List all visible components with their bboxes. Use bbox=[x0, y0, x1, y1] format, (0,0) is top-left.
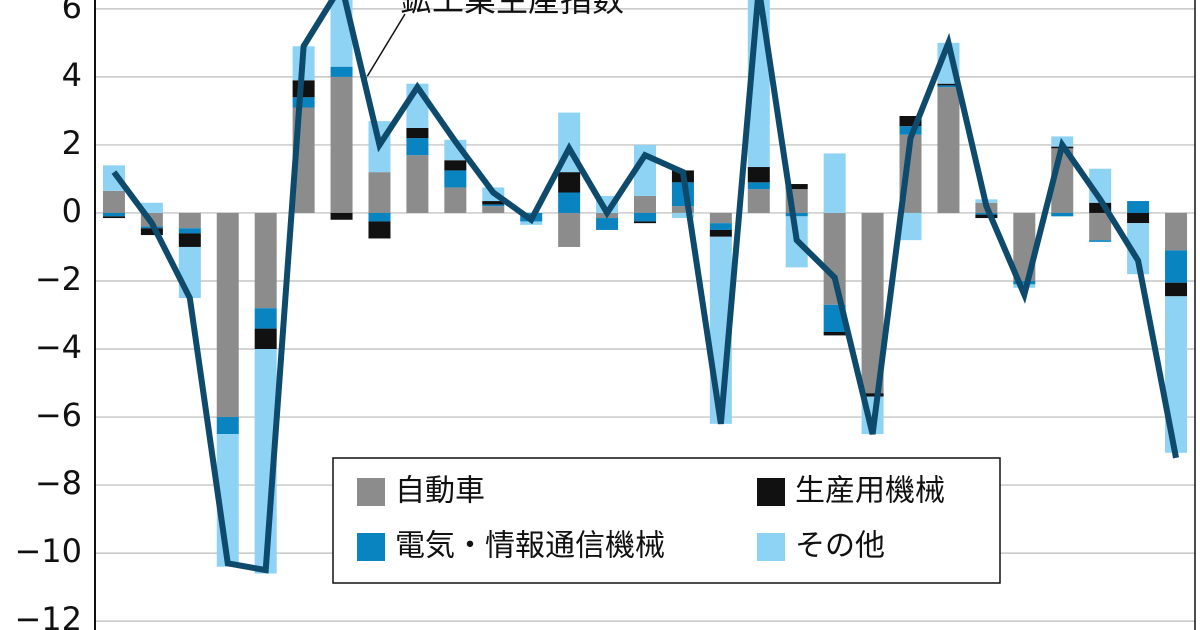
legend-swatch bbox=[357, 533, 385, 561]
bar-segment bbox=[406, 155, 429, 213]
bar-segment bbox=[558, 192, 581, 213]
y-tick-label: 6 bbox=[62, 0, 82, 26]
bar-segment bbox=[102, 212, 125, 217]
bar-segment bbox=[937, 85, 960, 88]
bar-segment bbox=[747, 167, 770, 183]
y-tick-label: −6 bbox=[35, 396, 82, 434]
bar-segment bbox=[140, 228, 163, 236]
bar-segment bbox=[444, 170, 467, 188]
legend-label: 電気・情報通信機械 bbox=[395, 529, 665, 564]
bar-segment bbox=[671, 206, 694, 213]
bar-segment bbox=[899, 115, 922, 127]
bar-segment bbox=[1127, 201, 1150, 213]
bar-segment bbox=[861, 212, 884, 394]
bar-segment bbox=[861, 393, 884, 397]
bar-segment bbox=[178, 228, 201, 234]
annotation-leader bbox=[364, 13, 406, 81]
bar-segment bbox=[330, 76, 353, 213]
bar-segment bbox=[558, 172, 581, 193]
legend-swatch bbox=[757, 533, 785, 561]
legend-label: 生産用機械 bbox=[795, 474, 945, 509]
bar-segment bbox=[254, 328, 277, 350]
bar-segment bbox=[102, 190, 125, 213]
bar-segment bbox=[482, 206, 505, 213]
legend-label: その他 bbox=[795, 529, 885, 564]
bar-segment bbox=[634, 212, 656, 222]
bar-segment bbox=[254, 212, 277, 309]
bar-segment bbox=[634, 195, 656, 213]
bar-segment bbox=[482, 201, 505, 205]
bar-segment bbox=[178, 246, 201, 298]
line-series bbox=[111, 0, 1179, 574]
legend-swatch bbox=[757, 478, 785, 506]
bar-segment bbox=[747, 189, 770, 213]
bar-segment bbox=[785, 184, 808, 190]
bar-segment bbox=[406, 127, 429, 139]
bar-segment bbox=[709, 223, 732, 230]
bar-segment bbox=[444, 160, 467, 171]
bar-segment bbox=[709, 212, 732, 224]
bar-segment bbox=[1165, 282, 1188, 297]
bar-segment bbox=[368, 172, 391, 213]
bar-segment bbox=[709, 229, 732, 237]
bar-segment bbox=[368, 221, 391, 239]
y-tick-label: 0 bbox=[62, 192, 82, 230]
bar-segment bbox=[368, 212, 391, 222]
bar-segment bbox=[1127, 212, 1150, 224]
bar-segment bbox=[1051, 212, 1074, 217]
bar-segment bbox=[671, 212, 694, 219]
bar-segment bbox=[1089, 212, 1112, 241]
bar-segment bbox=[596, 218, 619, 230]
bar-segment bbox=[406, 138, 429, 156]
bar-segment bbox=[823, 212, 846, 305]
bar-segment bbox=[216, 212, 239, 418]
bar-segment bbox=[823, 332, 846, 336]
bar-segment bbox=[785, 212, 808, 217]
bar-segment bbox=[1165, 250, 1188, 283]
legend-box bbox=[332, 457, 1001, 584]
bar-segment bbox=[1165, 212, 1188, 251]
bar-segment bbox=[634, 221, 656, 224]
bar-segment bbox=[178, 212, 201, 229]
bar-segment bbox=[444, 187, 467, 213]
bar-segment bbox=[140, 202, 163, 213]
bar-segment bbox=[937, 83, 960, 86]
bar-segment bbox=[975, 212, 998, 215]
y-tick-label: −12 bbox=[14, 600, 82, 630]
bar-segment bbox=[1127, 223, 1150, 275]
bar-segment bbox=[482, 204, 505, 207]
legend-swatch bbox=[357, 478, 385, 506]
bar-segment bbox=[102, 216, 125, 219]
y-tick-label: −10 bbox=[14, 532, 82, 570]
bar-segment bbox=[330, 66, 353, 77]
bar-segment bbox=[975, 214, 998, 219]
bar-segment bbox=[899, 212, 922, 241]
bar-segment bbox=[292, 97, 315, 108]
bar-segment bbox=[1089, 240, 1112, 242]
line-annotation: 鉱工業生産指数 bbox=[400, 0, 624, 19]
bar-segment bbox=[823, 153, 846, 213]
y-tick-label: −4 bbox=[35, 328, 82, 366]
bar-segment bbox=[747, 182, 770, 190]
y-tick-label: 4 bbox=[62, 56, 82, 94]
y-tick-label: 2 bbox=[62, 124, 82, 162]
legend-label: 自動車 bbox=[395, 474, 485, 509]
bar-segment bbox=[937, 87, 960, 213]
bar-segment bbox=[330, 212, 353, 220]
bar-segment bbox=[254, 308, 277, 329]
bar-segment bbox=[1089, 202, 1112, 213]
bar-segment bbox=[558, 212, 581, 247]
bar-segment bbox=[216, 417, 239, 435]
y-tick-label: −2 bbox=[35, 260, 82, 298]
bar-segment bbox=[178, 233, 201, 247]
y-tick-label: −8 bbox=[35, 464, 82, 502]
